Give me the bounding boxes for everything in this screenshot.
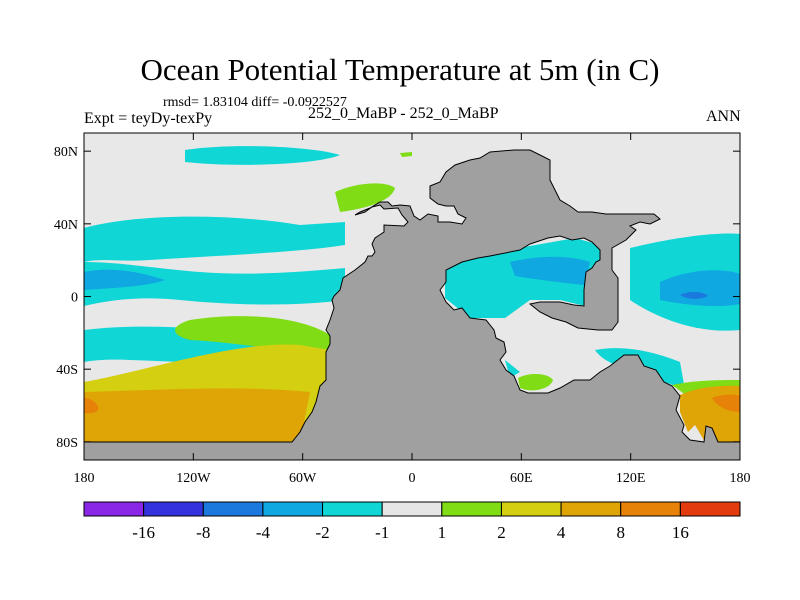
- chart-title: Ocean Potential Temperature at 5m (in C): [140, 52, 660, 87]
- colorbar-swatch: [381, 501, 443, 517]
- y-tick-label: 80N: [54, 145, 78, 160]
- blue-east-spot: [680, 292, 708, 299]
- land-masses: [83, 149, 741, 461]
- y-axis: 80N 40N 0 40S 80S: [54, 145, 740, 451]
- colorbar-swatch: [679, 501, 741, 517]
- colorbar-swatch: [143, 501, 204, 517]
- x-tick-label: 0: [409, 471, 416, 486]
- x-tick-label: 60E: [510, 471, 533, 486]
- x-tick-label: 120W: [176, 471, 211, 486]
- colorbar-swatch: [262, 501, 324, 517]
- colorbar-label: -16: [132, 523, 155, 542]
- colorbar-label: 4: [557, 523, 566, 542]
- colorbar-label: -2: [315, 523, 329, 542]
- colorbar-label: 16: [672, 523, 689, 542]
- x-tick-label: 60W: [289, 471, 317, 486]
- colorbar-label: 1: [438, 523, 447, 542]
- colorbar-label: -1: [375, 523, 389, 542]
- colorbar: -16 -8 -4 -2 -1 1 2 4 8 16: [83, 501, 741, 542]
- cyan-band-tropical: [84, 262, 345, 306]
- y-tick-label: 80S: [56, 436, 78, 451]
- sky-east-core: [660, 270, 740, 307]
- y-tick-label: 40S: [56, 363, 78, 378]
- x-tick-label: 120E: [616, 471, 646, 486]
- colorbar-swatch: [620, 501, 681, 517]
- colorbar-label: 8: [616, 523, 625, 542]
- green-tiny-blob: [400, 152, 412, 157]
- cyan-band-north: [84, 216, 345, 262]
- colorbar-swatch: [500, 501, 562, 517]
- land-western-continent: [83, 149, 741, 461]
- red-orange-southeast: [712, 394, 740, 412]
- y-tick-label: 40N: [54, 218, 78, 233]
- red-orange-spot-west: [84, 398, 99, 414]
- sky-patch-west: [84, 269, 165, 290]
- x-tick-label: 180: [74, 471, 95, 486]
- colorbar-swatch: [202, 501, 264, 517]
- experiment-label: Expt = teyDy-texPy: [84, 110, 213, 127]
- colorbar-swatch: [560, 501, 622, 517]
- x-axis: 180 120W 60W 0 60E 120E 180: [74, 133, 751, 486]
- green-tethys-blob: [335, 183, 395, 212]
- colorbar-label: -8: [196, 523, 210, 542]
- season-label: ANN: [706, 108, 741, 125]
- stats-text: rmsd= 1.83104 diff= -0.0922527: [163, 95, 347, 110]
- colorbar-swatch: [441, 501, 502, 517]
- colorbar-swatch: [83, 501, 145, 517]
- case-label: 252_0_MaBP - 252_0_MaBP: [308, 105, 499, 122]
- x-tick-label: 180: [730, 471, 751, 486]
- orange-belt: [84, 388, 310, 442]
- colorbar-label: 2: [497, 523, 506, 542]
- y-tick-label: 0: [71, 291, 78, 306]
- cyan-arctic: [185, 146, 340, 165]
- anomaly-field: [84, 146, 740, 442]
- colorbar-label: -4: [256, 523, 271, 542]
- green-south-coast: [518, 374, 553, 391]
- colorbar-swatch: [322, 501, 383, 517]
- tethys-sky: [510, 256, 590, 285]
